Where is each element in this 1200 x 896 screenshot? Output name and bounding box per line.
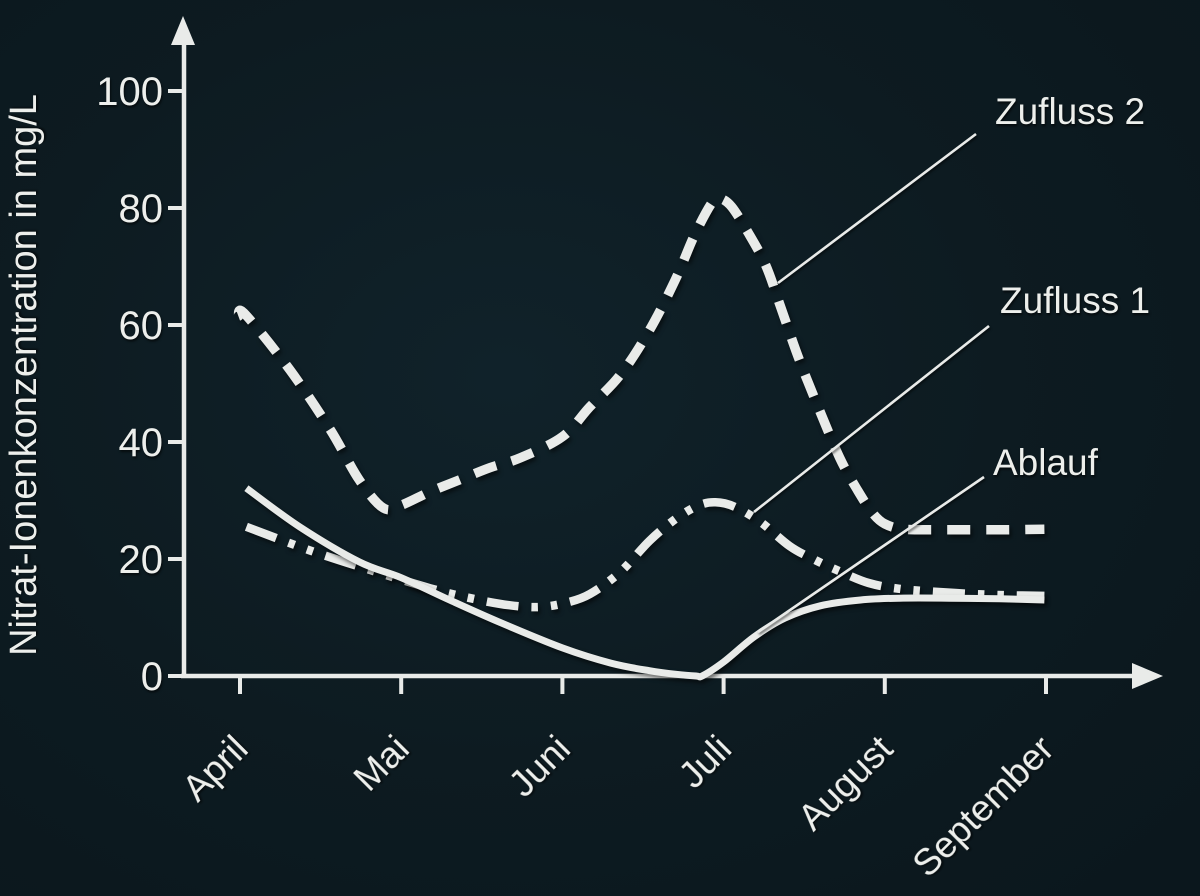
axes: 0 20 40 60 80 100 April Mai Juni Juli August Septem…	[3, 16, 1163, 885]
y-axis-arrowhead-icon	[171, 16, 195, 45]
leader-line-zufluss-2	[777, 132, 977, 285]
x-tick-label-april: April	[174, 728, 255, 809]
legend-label-ablauf: Ablauf	[993, 442, 1099, 483]
x-tick-label-august: August	[790, 727, 901, 838]
y-tick-label-20: 20	[119, 538, 164, 582]
y-tick-label-100: 100	[96, 70, 163, 114]
x-axis-arrowhead-icon	[1132, 663, 1163, 689]
x-tick-label-september: September	[905, 728, 1062, 885]
x-tick-label-mai: Mai	[346, 728, 417, 799]
leader-line-ablauf	[757, 475, 985, 634]
x-tick-label-juni: Juni	[501, 728, 578, 805]
x-tick-label-juli: Juli	[671, 728, 739, 796]
y-axis-title: Nitrat-Ionenkonzentration in mg/L	[3, 94, 45, 656]
legend-annotations: Zufluss 2 Zufluss 1 Ablauf	[753, 91, 1150, 634]
y-tick-label-60: 60	[119, 304, 164, 348]
y-tick-label-0: 0	[141, 655, 163, 699]
legend-label-zufluss-2: Zufluss 2	[995, 91, 1145, 132]
series-curves	[233, 193, 1045, 681]
series-zufluss-2	[233, 193, 1045, 535]
y-tick-label-40: 40	[119, 421, 164, 465]
series-zufluss-1	[244, 498, 1045, 612]
leader-line-zufluss-1	[753, 324, 990, 514]
legend-label-zufluss-1: Zufluss 1	[1000, 280, 1150, 321]
series-ablauf	[244, 485, 1045, 681]
y-tick-label-80: 80	[119, 187, 164, 231]
